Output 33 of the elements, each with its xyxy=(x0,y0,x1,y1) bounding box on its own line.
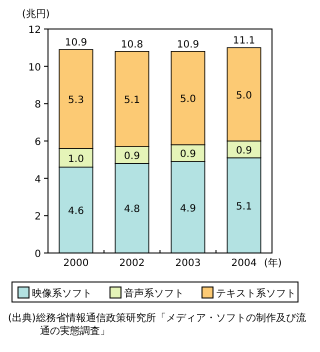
total-label: 11.1 xyxy=(232,36,256,47)
legend-label: テキスト系ソフト xyxy=(216,288,296,300)
data-label: 5.1 xyxy=(124,95,140,106)
x-tick-label: 2002 xyxy=(119,258,145,269)
y-tick-label: 10 xyxy=(28,62,41,74)
text: (出典)総務省情報通信政策研究所「メディア・ソフトの制作及び流通の実態調査」 xyxy=(8,312,307,338)
x-tick-label: 2003 xyxy=(175,258,201,269)
data-label: 5.1 xyxy=(236,201,252,212)
data-label: 0.9 xyxy=(124,151,140,162)
y-tick-label: 8 xyxy=(34,100,41,111)
data-label: 5.3 xyxy=(68,95,84,106)
data-label: 5.0 xyxy=(180,94,196,106)
x-axis-title: (年) xyxy=(264,257,282,269)
data-label: 0.9 xyxy=(236,145,252,156)
data-label: 5.0 xyxy=(236,90,252,102)
y-tick-label: 2 xyxy=(34,212,41,223)
y-tick-label: 12 xyxy=(28,25,41,36)
y-axis-title: (兆円) xyxy=(22,8,50,20)
x-tick-label: 2000 xyxy=(63,258,89,269)
data-label: 4.6 xyxy=(68,206,84,218)
x-tick-label: 2004 xyxy=(231,258,257,269)
y-tick-label: 6 xyxy=(34,137,41,148)
data-label: 4.9 xyxy=(180,203,196,214)
y-tick-label: 0 xyxy=(34,249,41,260)
data-label: 4.8 xyxy=(124,204,140,216)
total-label: 10.9 xyxy=(64,38,88,49)
total-label: 10.9 xyxy=(176,39,200,50)
total-label: 10.8 xyxy=(120,39,144,50)
data-label: 0.9 xyxy=(180,149,196,160)
y-tick-label: 4 xyxy=(34,174,41,186)
legend-label: 映像系ソフト xyxy=(32,288,92,300)
legend-label: 音声系ソフト xyxy=(124,288,184,300)
data-label: 1.0 xyxy=(68,154,84,165)
